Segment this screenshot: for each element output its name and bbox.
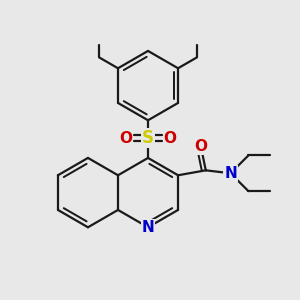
Text: O: O: [120, 130, 133, 146]
Text: N: N: [224, 166, 237, 181]
Text: O: O: [194, 139, 207, 154]
Text: N: N: [142, 220, 154, 235]
Text: O: O: [163, 130, 176, 146]
Text: S: S: [142, 129, 154, 147]
